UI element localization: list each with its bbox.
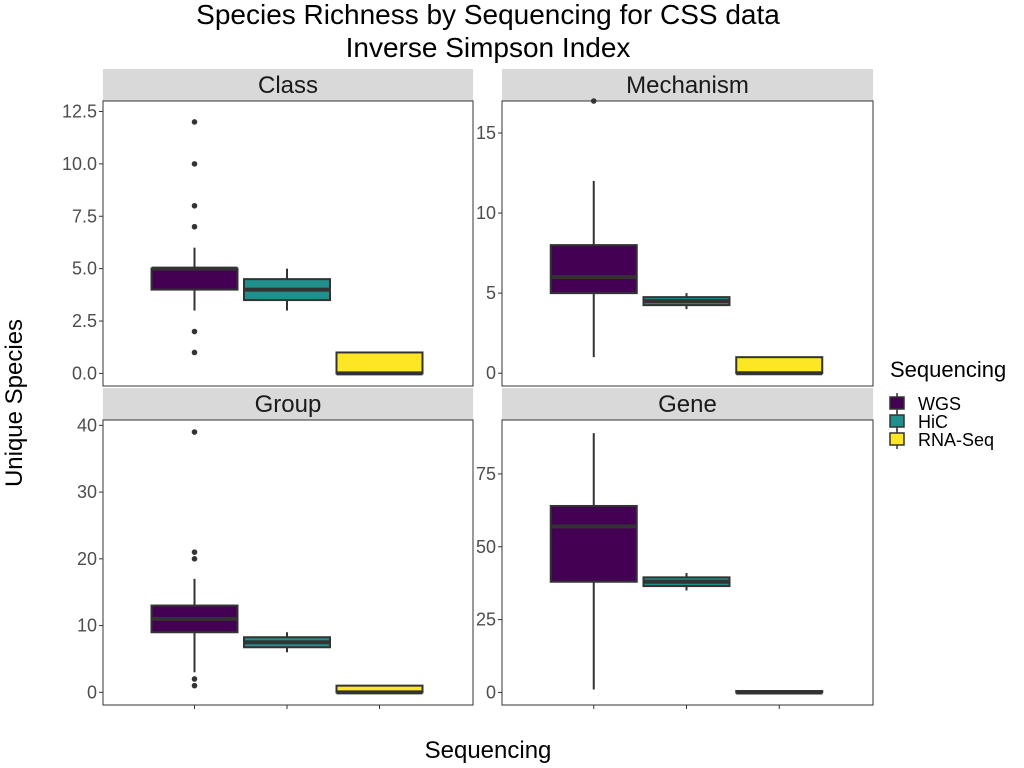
strip-group: [103, 388, 473, 420]
y-tick-label: 0: [486, 682, 496, 702]
strip-mechanism: [502, 69, 873, 101]
legend-label-wgs: WGS: [918, 394, 961, 414]
legend-key-wgs: [889, 396, 905, 410]
box-mechanism-rna-seq: [735, 356, 824, 376]
outlier-point: [191, 429, 198, 435]
box-group-wgs: [150, 429, 239, 689]
box-rect: [735, 356, 824, 375]
outlier-point: [191, 676, 198, 682]
chart-subtitle: Inverse Simpson Index: [346, 32, 631, 63]
box-rect: [335, 351, 424, 375]
y-tick-label: 0: [486, 363, 496, 383]
outlier-point: [191, 161, 198, 167]
y-tick-label: 0.0: [72, 363, 97, 383]
box-mechanism-hic: [642, 293, 731, 310]
outlier-point: [191, 556, 198, 562]
y-tick-label: 5: [486, 283, 496, 303]
x-axis-title: Sequencing: [425, 737, 552, 764]
panel-border-group: [102, 419, 474, 706]
box-rect: [549, 504, 638, 583]
box-rect: [150, 267, 239, 291]
y-tick-label: 10.0: [62, 154, 97, 174]
outlier-point: [191, 202, 198, 209]
outlier-point: [191, 682, 198, 689]
legend-key-hic: [889, 414, 905, 428]
box-rect: [549, 244, 638, 295]
panel-border-class: [102, 100, 474, 387]
box-gene-hic: [642, 572, 731, 591]
facet-panels: Class 0.0 2.5 5.0 7.5 10.0 12.5 Mechanism 0 5 10 15…: [62, 69, 874, 709]
legend-label-hic: HiC: [918, 412, 948, 432]
y-tick-label: 0: [87, 682, 97, 702]
outlier-point: [191, 549, 198, 555]
strip-label-group: Group: [255, 391, 322, 418]
panel-border-mechanism: [501, 100, 874, 387]
box-class-hic: [243, 268, 331, 311]
panel-group: Group 0 10 20 30 40: [77, 388, 474, 709]
legend-label-rna-seq: RNA-Seq: [918, 430, 994, 450]
outlier-point: [590, 98, 597, 104]
legend-item-hic: HiC: [889, 411, 948, 432]
y-axis-title: Unique Species: [1, 319, 28, 487]
box-gene-rna-seq: [735, 690, 824, 695]
outlier-point: [191, 223, 198, 230]
y-tick-label: 10: [77, 616, 97, 636]
legend-item-rna-seq: RNA-Seq: [889, 429, 994, 450]
y-tick-label: 5.0: [72, 259, 97, 279]
box-class-rna-seq: [335, 351, 424, 376]
y-tick-label: 50: [476, 537, 496, 557]
panel-gene: Gene 0 25 50 75: [476, 388, 874, 709]
strip-label-class: Class: [258, 72, 318, 99]
box-class-wgs: [150, 119, 239, 356]
chart-title: Species Richness by Sequencing for CSS d…: [196, 0, 780, 30]
y-tick-label: 40: [77, 415, 97, 435]
strip-label-gene: Gene: [658, 391, 717, 418]
legend-title: Sequencing: [890, 357, 1006, 382]
box-group-rna-seq: [335, 684, 424, 695]
strip-label-mechanism: Mechanism: [626, 72, 749, 99]
y-tick-label: 10: [476, 203, 496, 223]
panel-mechanism: Mechanism 0 5 10 15: [476, 69, 874, 387]
y-tick-label: 25: [476, 610, 496, 630]
panel-class: Class 0.0 2.5 5.0 7.5 10.0 12.5: [62, 69, 474, 387]
box-mechanism-wgs: [549, 98, 638, 358]
y-tick-label: 75: [476, 464, 496, 484]
legend-item-wgs: WGS: [889, 393, 961, 414]
strip-gene: [502, 388, 873, 420]
y-tick-label: 15: [476, 123, 496, 143]
box-gene-wgs: [549, 433, 638, 690]
outlier-point: [191, 328, 198, 335]
panel-border-gene: [501, 419, 874, 706]
y-tick-label: 20: [77, 549, 97, 569]
box-group-hic: [243, 632, 331, 653]
y-tick-label: 12.5: [62, 101, 97, 121]
outlier-point: [191, 119, 198, 125]
legend-key-rna-seq: [889, 432, 905, 446]
y-tick-label: 30: [77, 482, 97, 502]
y-tick-label: 7.5: [72, 206, 97, 226]
y-tick-label: 2.5: [72, 311, 97, 331]
strip-class: [103, 69, 473, 101]
outlier-point: [191, 349, 198, 356]
